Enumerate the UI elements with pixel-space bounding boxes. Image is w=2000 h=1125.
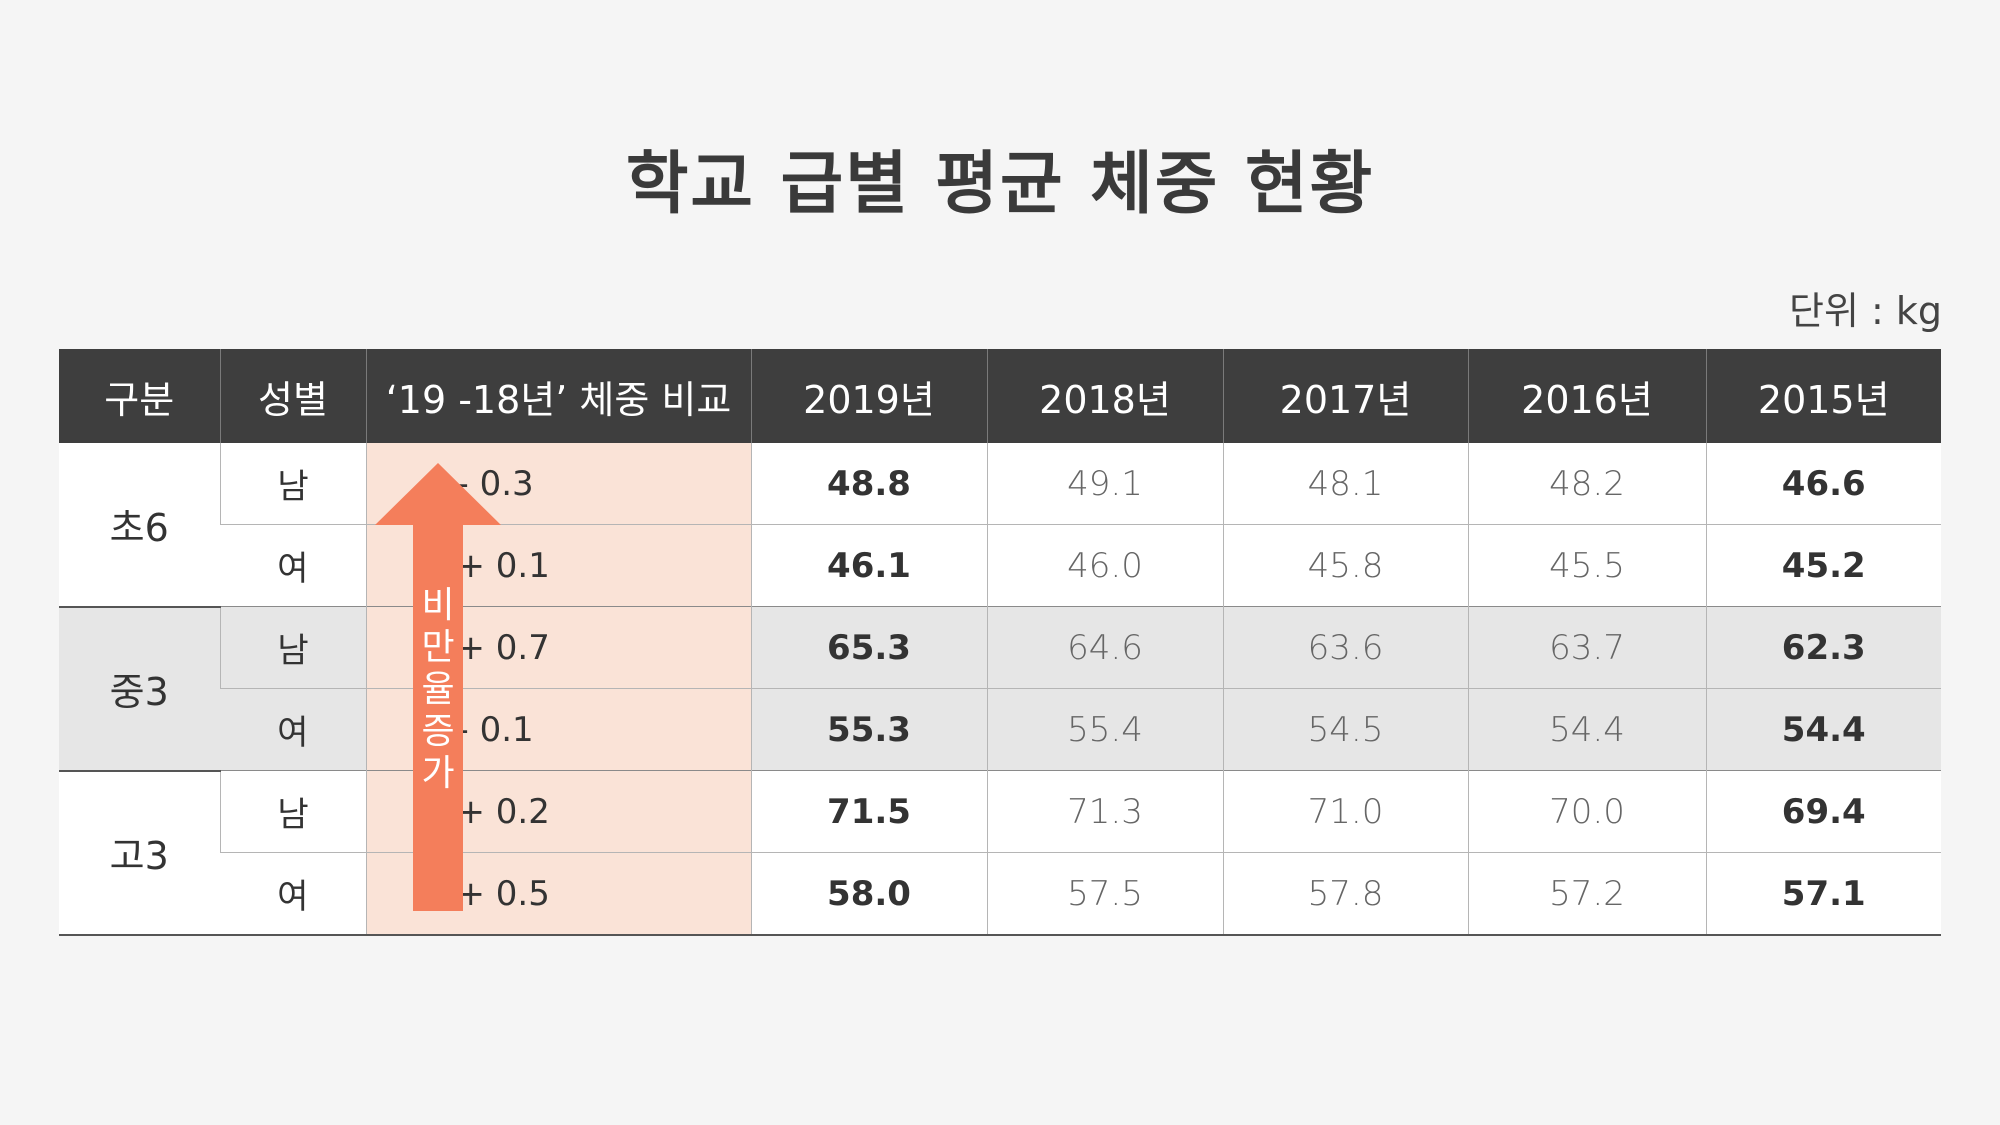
header-gender: 성별 [219,349,366,443]
value-2016: 70.0 [1467,770,1706,853]
table-row: 초6 남 - 0.3 48.8 49.1 48.1 48.2 46.6 [59,443,1941,608]
header-2016: 2016년 [1467,349,1706,443]
value-2015: 57.1 [1705,852,1941,936]
value-2017: 63.6 [1222,606,1468,689]
value-2018: 57.5 [986,852,1223,936]
gender-cell: 남 [219,770,366,853]
header-category: 구분 [59,349,220,443]
arrow-label: 비만율증가 [421,585,455,794]
value-2018: 46.0 [986,524,1223,607]
value-2016: 63.7 [1467,606,1706,689]
unit-label: 단위 : kg [1788,289,1942,333]
value-2016: 57.2 [1467,852,1706,936]
value-2015: 46.6 [1705,443,1941,525]
value-2018: 71.3 [986,770,1223,853]
page-title: 학교 급별 평균 체중 현황 [625,145,1375,224]
value-2018: 64.6 [986,606,1223,689]
value-2019: 71.5 [750,770,987,853]
value-2016: 54.4 [1467,688,1706,771]
table-row: 중3 남 + 0.7 65.3 64.6 63.6 63.7 62.3 [59,606,1941,772]
value-2016: 45.5 [1467,524,1706,607]
value-2015: 62.3 [1705,606,1941,689]
table-row: 여 + 0.1 46.1 46.0 45.8 45.5 45.2 [59,524,1941,607]
up-arrow-icon [375,463,501,911]
gender-cell: 남 [219,443,366,525]
value-2017: 45.8 [1222,524,1468,607]
gender-cell: 여 [220,852,366,936]
value-2017: 54.5 [1222,688,1468,771]
header-comparison: ‘19 -18년’ 체중 비교 [365,349,751,443]
value-2018: 49.1 [986,443,1223,525]
group-label: 고3 [59,770,220,936]
gender-cell: 여 [220,524,366,607]
value-2019: 58.0 [750,852,987,936]
value-2019: 55.3 [750,688,987,771]
header-2019: 2019년 [750,349,987,443]
value-2015: 54.4 [1705,688,1941,771]
group-label: 중3 [59,606,220,772]
value-2015: 69.4 [1705,770,1941,853]
gender-cell: 남 [219,606,366,689]
value-2018: 55.4 [986,688,1223,771]
value-2017: 48.1 [1222,443,1468,525]
weight-table: 구분 성별 ‘19 -18년’ 체중 비교 2019년 2018년 2017년 … [59,349,1941,936]
value-2019: 46.1 [750,524,987,607]
header-2018: 2018년 [986,349,1223,443]
header-2015: 2015년 [1705,349,1941,443]
header-row: 구분 성별 ‘19 -18년’ 체중 비교 2019년 2018년 2017년 … [59,349,1941,443]
value-2019: 48.8 [750,443,987,525]
gender-cell: 여 [220,688,366,771]
header-2017: 2017년 [1222,349,1468,443]
table-row: 여 - 0.1 55.3 55.4 54.5 54.4 54.4 [59,688,1941,771]
group-label: 초6 [59,443,220,608]
value-2017: 57.8 [1222,852,1468,936]
value-2017: 71.0 [1222,770,1468,853]
value-2019: 65.3 [750,606,987,689]
value-2015: 45.2 [1705,524,1941,607]
table-row: 여 + 0.5 58.0 57.5 57.8 57.2 57.1 [59,852,1941,936]
table-row: 고3 남 + 0.2 71.5 71.3 71.0 70.0 69.4 [59,770,1941,936]
value-2016: 48.2 [1467,443,1706,525]
